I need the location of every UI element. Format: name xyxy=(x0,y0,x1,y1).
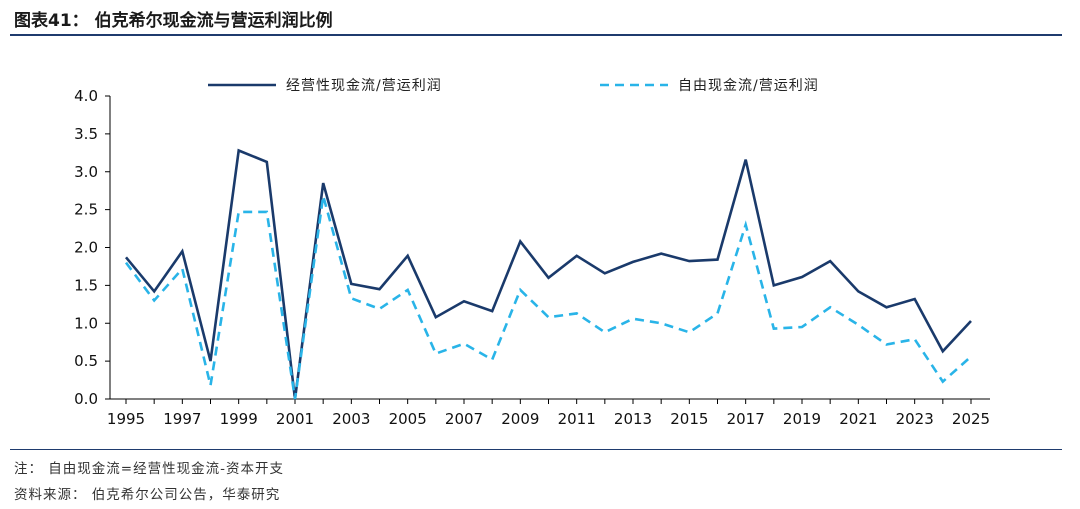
y-tick-label: 0.5 xyxy=(74,352,98,370)
y-tick-label: 2.5 xyxy=(74,201,98,219)
x-tick-label: 2013 xyxy=(614,410,652,428)
series-line-2 xyxy=(124,195,972,400)
x-tick-label: 1997 xyxy=(163,410,201,428)
chart-series xyxy=(124,148,972,400)
x-tick-label: 2017 xyxy=(727,410,765,428)
y-tick-label: 4.0 xyxy=(74,87,98,105)
x-tick-label: 2009 xyxy=(501,410,539,428)
x-tick-label: 2025 xyxy=(952,410,990,428)
x-tick-label: 2023 xyxy=(896,410,934,428)
y-tick-label: 3.5 xyxy=(74,125,98,143)
chart-axes: 0.0 0.5 1.0 1.5 2.0 2.5 3.0 3.5 4.0 1995 1997 1999 2… xyxy=(74,87,990,428)
x-tick-label: 2001 xyxy=(276,410,314,428)
x-tick-label: 2019 xyxy=(783,410,821,428)
x-tick-label: 2021 xyxy=(839,410,877,428)
legend-label-2: 自由现金流/营运利润 xyxy=(678,78,819,94)
x-tick-label: 2005 xyxy=(389,410,427,428)
legend-label-1: 经营性现金流/营运利润 xyxy=(286,78,442,94)
y-tick-label: 1.5 xyxy=(74,276,98,294)
y-tick-label: 3.0 xyxy=(74,163,98,181)
chart-legend: 经营性现金流/营运利润 自由现金流/营运利润 xyxy=(208,78,819,94)
page-title: 图表41： 伯克希尔现金流与营运利润比例 xyxy=(14,11,333,31)
x-tick-label: 1995 xyxy=(107,410,145,428)
x-tick-label: 2007 xyxy=(445,410,483,428)
y-tick-label: 0.0 xyxy=(74,390,98,408)
line-chart: 0.0 0.5 1.0 1.5 2.0 2.5 3.0 3.5 4.0 1995 1997 1999 2… xyxy=(74,78,990,428)
y-tick-label: 2.0 xyxy=(74,239,98,257)
x-tick-label: 2011 xyxy=(558,410,596,428)
series-line-1 xyxy=(124,148,972,400)
title-rule xyxy=(10,34,1062,36)
footer-rule xyxy=(10,449,1062,450)
source-note: 资料来源： 伯克希尔公司公告，华泰研究 xyxy=(14,487,281,503)
x-tick-label: 2015 xyxy=(670,410,708,428)
x-tick-label: 2003 xyxy=(332,410,370,428)
y-tick-label: 1.0 xyxy=(74,314,98,332)
x-tick-label: 1999 xyxy=(220,410,258,428)
footnote: 注： 自由现金流=经营性现金流-资本开支 xyxy=(14,461,284,477)
